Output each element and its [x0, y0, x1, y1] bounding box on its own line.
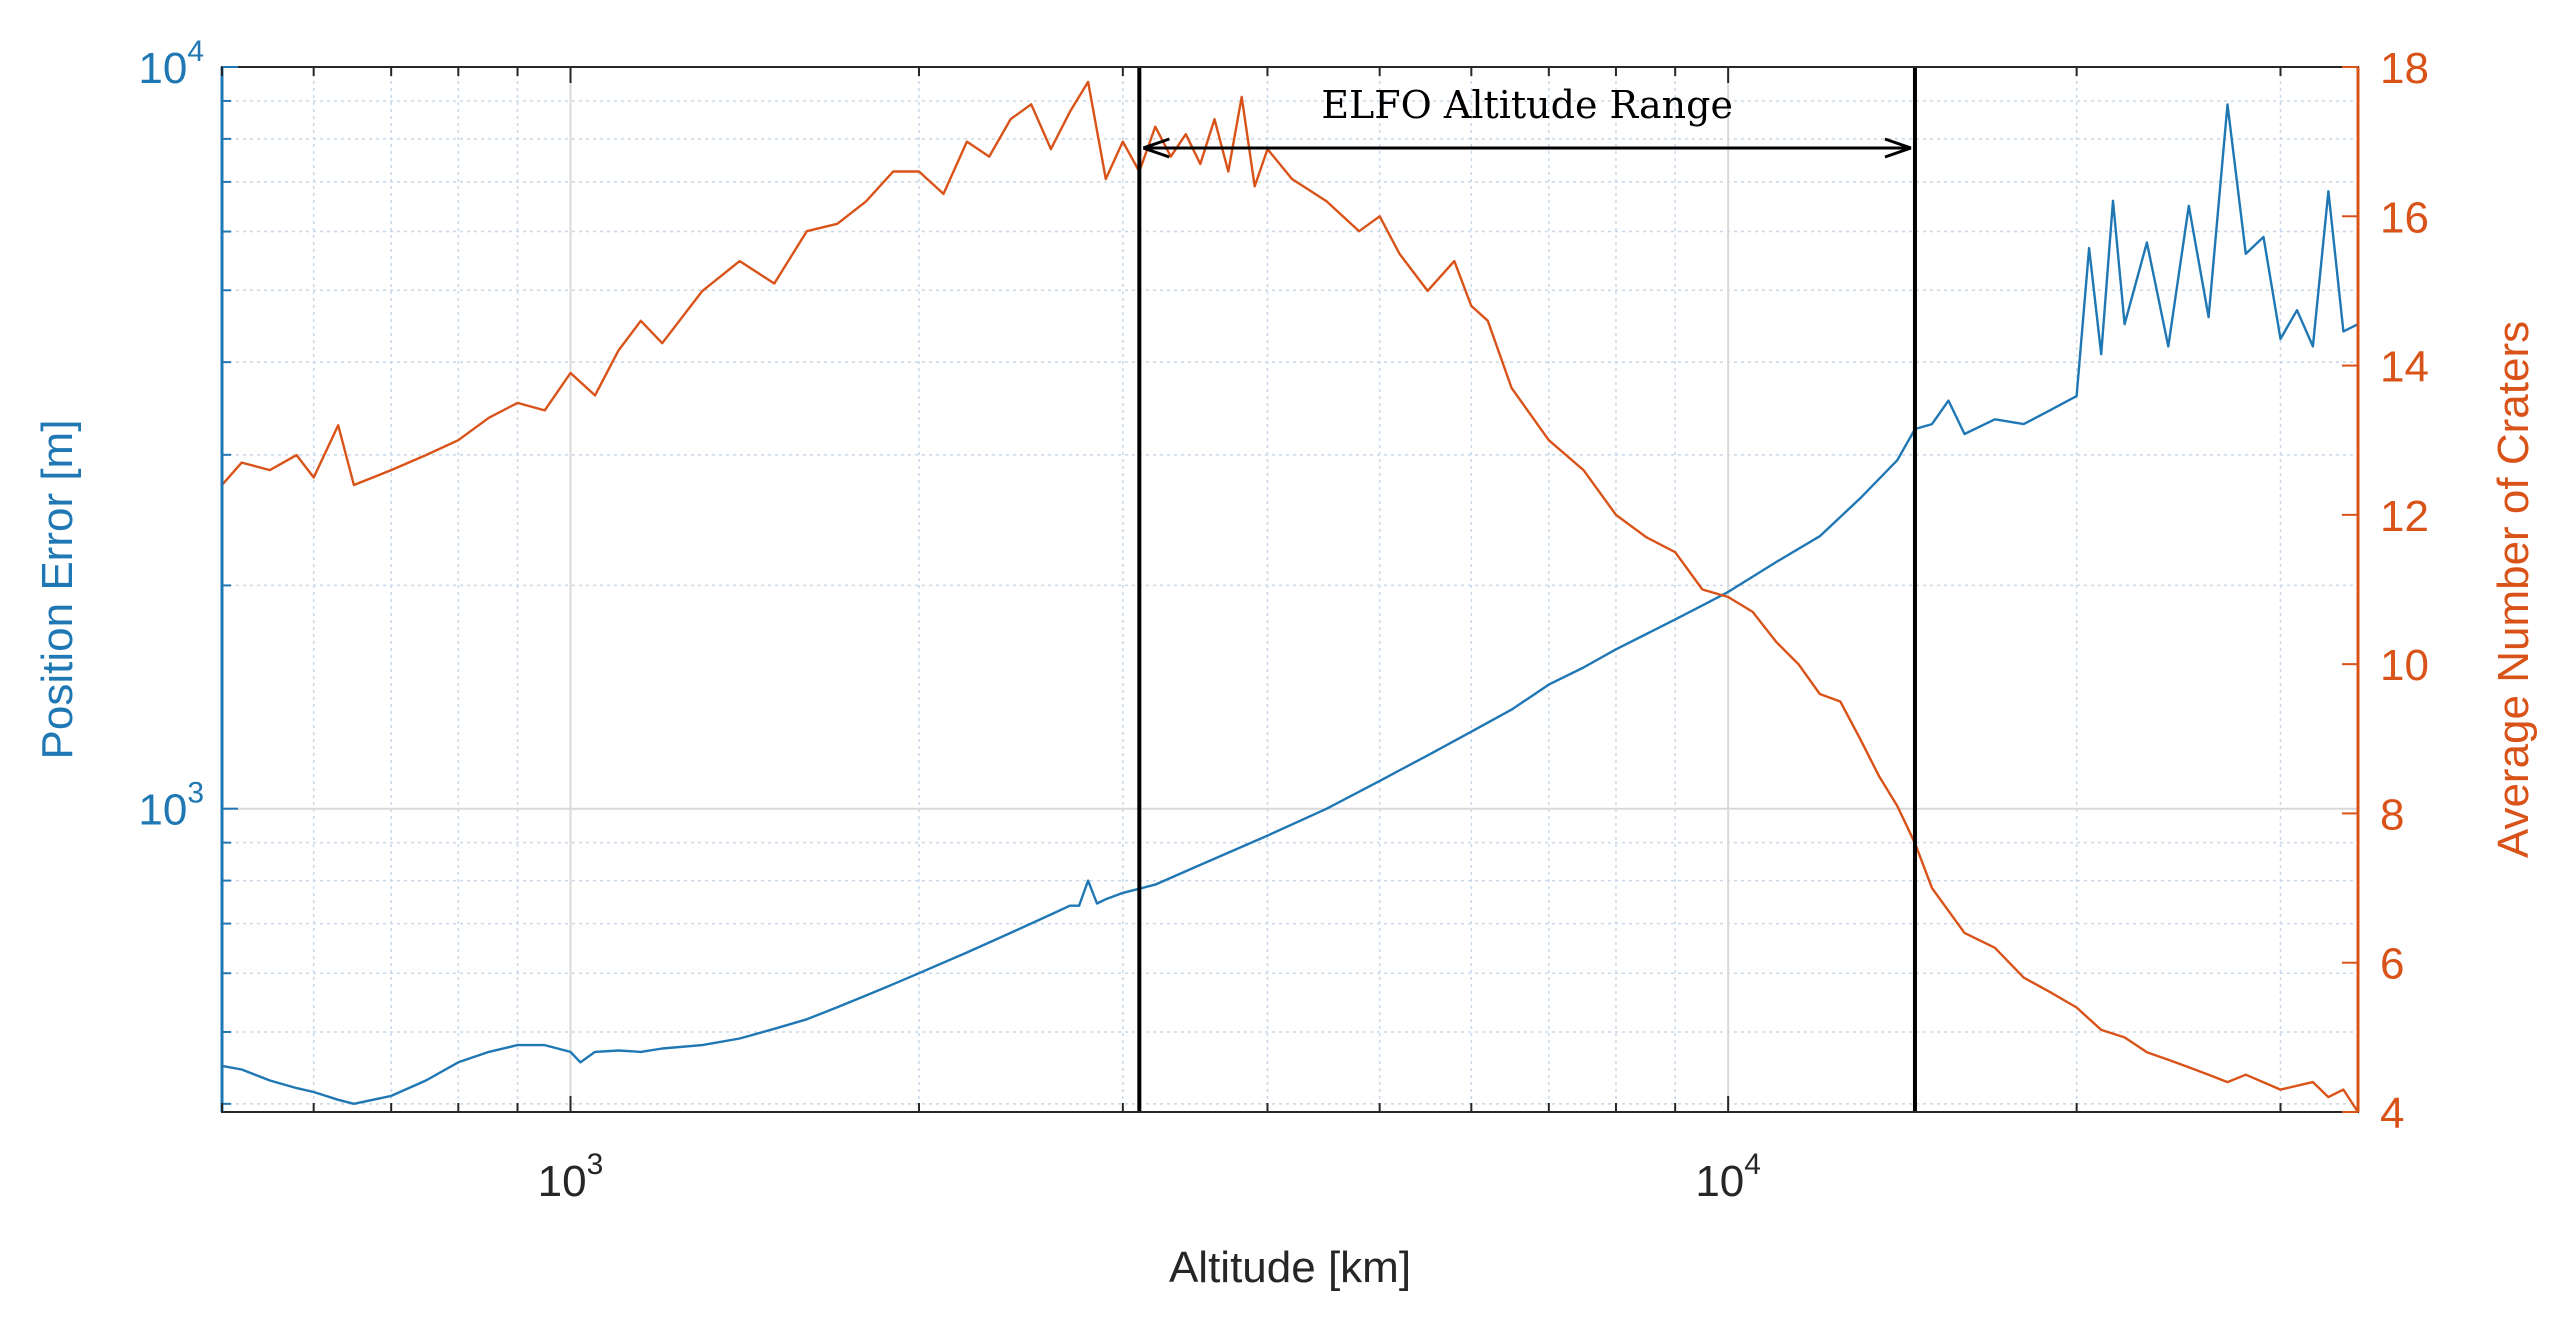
axes: 103 104 4 6 8 10 12 14 16 18 103 104	[138, 35, 2429, 1206]
x-tick-label: 104	[1695, 1148, 1761, 1206]
right-y-tick-label: 10	[2380, 641, 2429, 690]
minor-grid	[221, 67, 2358, 1112]
annotation-label: ELFO Altitude Range	[1321, 83, 1733, 127]
range-arrow-left-head	[1142, 137, 1170, 159]
x-axis-label: Altitude [km]	[1169, 1243, 1411, 1292]
right-y-tick-label: 4	[2380, 1089, 2404, 1138]
plot-background	[222, 67, 2358, 1112]
elfo-annotation	[1137, 67, 1917, 1112]
range-arrow-right-head	[1884, 137, 1912, 159]
right-y-tick-label: 14	[2380, 343, 2429, 392]
right-y-tick-label: 18	[2380, 44, 2429, 93]
right-y-tick-label: 6	[2380, 940, 2404, 989]
right-y-tick-label: 8	[2380, 790, 2404, 839]
left-y-tick-label: 104	[138, 35, 204, 93]
right-y-tick-label: 12	[2380, 492, 2429, 541]
left-y-axis-label: Position Error [m]	[33, 420, 82, 760]
right-y-tick-label: 16	[2380, 193, 2429, 242]
left-y-tick-label: 103	[138, 777, 204, 835]
right-y-axis-label: Average Number of Craters	[2489, 321, 2538, 858]
series-line-position-error	[221, 103, 2359, 1105]
x-tick-label: 103	[538, 1148, 604, 1206]
